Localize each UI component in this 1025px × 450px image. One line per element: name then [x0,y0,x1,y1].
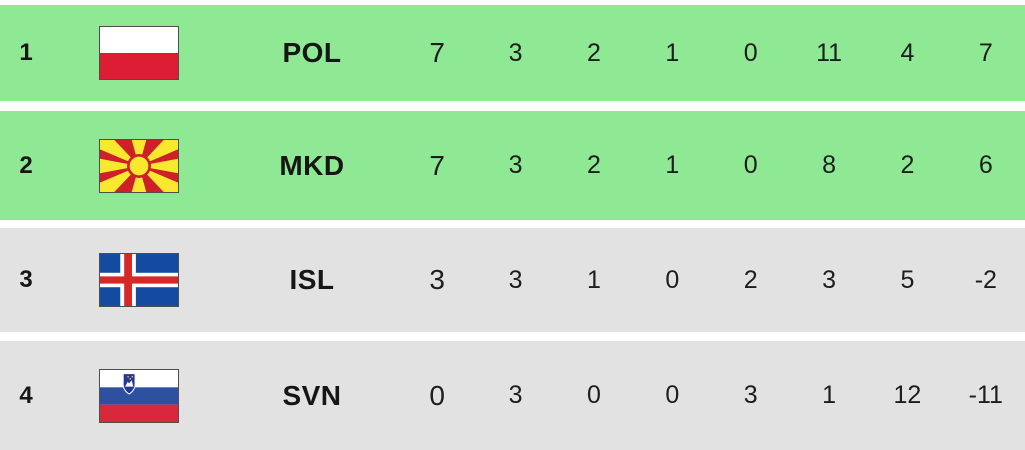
stat-points: 0 [429,379,445,411]
iceland-flag-icon [99,253,179,307]
stat-wins: 2 [586,38,601,67]
stat-draws: 0 [665,381,680,409]
team-code: MKD [279,149,345,181]
stat-goal-diff: -2 [974,265,997,294]
north-macedonia-flag-icon [99,138,179,193]
stat-goals-against: 5 [900,265,915,294]
stat-wins: 0 [586,381,601,409]
stat-goal-diff: 6 [978,151,993,179]
team-code: ISL [289,264,335,295]
poland-flag-icon [99,26,179,80]
stat-played: 3 [508,381,523,409]
stat-goals-for: 8 [822,151,837,179]
position-label: 3 [19,266,33,293]
stat-goals-against: 2 [900,151,915,179]
position-label: 4 [19,381,33,409]
stat-points: 7 [429,37,445,68]
stat-points: 7 [429,149,445,181]
position-label: 2 [19,151,33,179]
stat-losses: 0 [743,38,758,67]
team-code: SVN [282,379,342,411]
stat-points: 3 [429,264,445,295]
standings-row[interactable]: 4 SVN 0 3 0 0 3 1 12 -11 [0,341,1025,450]
stat-goals-against: 4 [900,38,915,67]
stat-draws: 1 [665,151,680,179]
stat-draws: 0 [665,265,680,294]
stat-goal-diff: -11 [968,381,1003,409]
stat-losses: 3 [743,381,758,409]
standings-row[interactable]: 1 POL 7 3 2 1 0 11 4 7 [0,5,1025,101]
stat-wins: 1 [586,265,601,294]
flag-cell [52,253,226,307]
slovenia-flag-icon [99,368,179,423]
flag-cell [52,368,226,423]
stat-goal-diff: 7 [978,38,993,67]
flag-cell [52,138,226,193]
stat-goals-for: 1 [822,381,837,409]
team-code: POL [282,37,342,68]
position-label: 1 [19,39,33,66]
stat-losses: 0 [743,151,758,179]
stat-played: 3 [508,265,523,294]
stat-played: 3 [508,151,523,179]
stat-goals-against: 12 [893,381,922,409]
flag-cell [52,26,226,80]
stat-goals-for: 3 [822,265,837,294]
standings-row[interactable]: 2 MKD 7 3 2 1 0 [0,111,1025,220]
stat-played: 3 [508,38,523,67]
stat-losses: 2 [743,265,758,294]
stat-draws: 1 [665,38,680,67]
stat-goals-for: 11 [816,38,843,67]
stat-wins: 2 [586,151,601,179]
standings-row[interactable]: 3 ISL 3 3 1 0 2 3 5 -2 [0,228,1025,332]
